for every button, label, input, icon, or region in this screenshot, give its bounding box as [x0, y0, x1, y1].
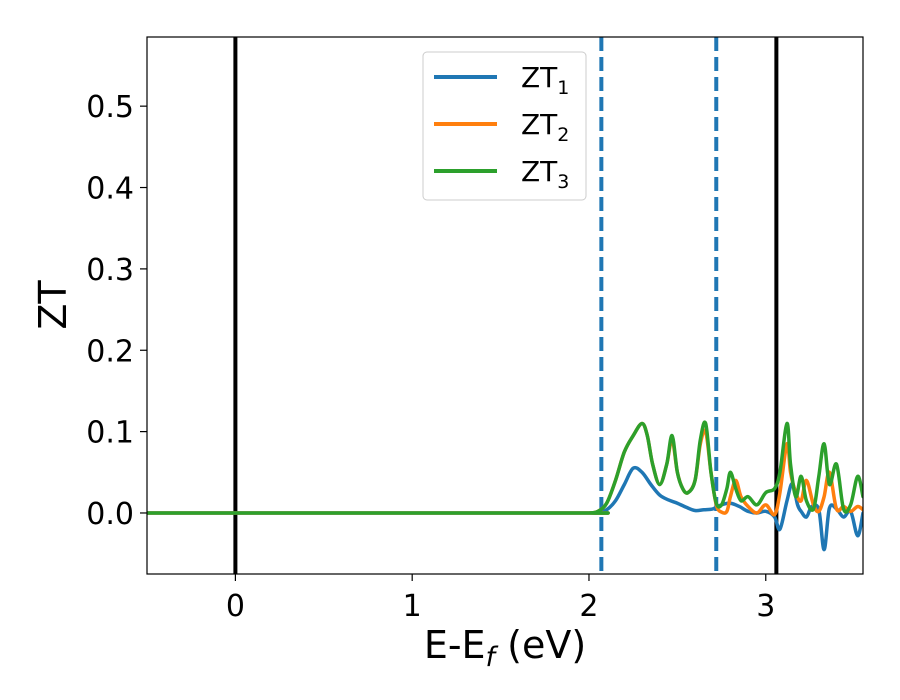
series-lines [147, 420, 863, 552]
y-tick-label: 0.1 [86, 416, 134, 451]
y-tick-label: 0.2 [86, 334, 134, 369]
legend-label-1: ZT1 [521, 61, 569, 99]
series-line-3 [147, 420, 863, 515]
x-axis-ticks: 0 1 2 3 [226, 574, 775, 624]
plot-frame [146, 36, 864, 575]
series-line-1 [147, 465, 863, 552]
x-axis-label-unit: (eV) [495, 623, 586, 667]
x-axis-label: E-Ef (eV) [424, 623, 586, 673]
legend-box [422, 51, 587, 201]
reference-lines [233, 37, 779, 574]
y-tick-label: 0.3 [86, 253, 134, 288]
x-tick-label: 0 [226, 589, 245, 624]
y-axis-ticks: 0.0 0.1 0.2 0.3 0.4 0.5 [86, 90, 147, 532]
legend: ZT1 ZT2 ZT3 [422, 51, 587, 201]
x-tick-label: 1 [403, 589, 422, 624]
y-tick-label: 0.4 [86, 172, 134, 207]
x-axis-label-main: E-E [424, 623, 486, 667]
y-tick-label: 0.5 [86, 90, 134, 125]
y-axis-label: ZT [31, 280, 75, 330]
x-tick-label: 3 [756, 589, 775, 624]
y-tick-label: 0.0 [86, 497, 134, 532]
x-tick-label: 2 [579, 589, 598, 624]
legend-label-2: ZT2 [521, 108, 569, 146]
legend-label-3: ZT3 [521, 155, 569, 193]
